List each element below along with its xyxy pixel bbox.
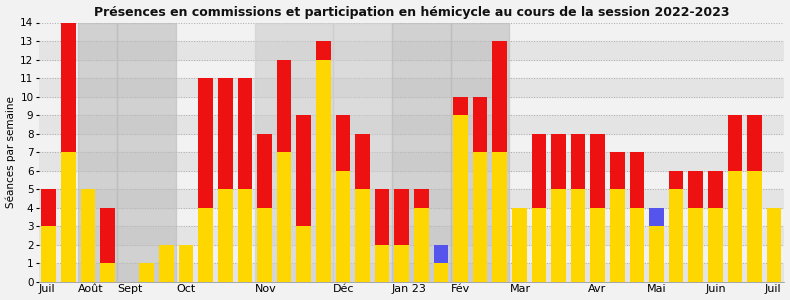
Bar xyxy=(728,115,743,171)
Bar xyxy=(472,152,487,282)
Bar xyxy=(610,189,625,282)
Bar xyxy=(472,97,487,152)
Bar xyxy=(39,41,784,59)
Bar xyxy=(356,134,370,189)
Bar xyxy=(630,208,645,282)
Bar xyxy=(453,97,468,115)
Bar xyxy=(257,208,272,282)
Bar xyxy=(590,134,605,208)
Bar xyxy=(649,208,664,226)
Bar xyxy=(492,152,507,282)
Bar xyxy=(688,208,703,282)
Bar xyxy=(728,171,743,282)
Bar xyxy=(767,208,781,282)
Bar xyxy=(42,226,56,282)
Bar xyxy=(218,78,232,189)
Bar xyxy=(42,189,56,226)
Bar xyxy=(179,244,194,282)
Bar xyxy=(39,189,784,208)
Bar xyxy=(708,171,723,208)
Bar xyxy=(532,134,546,208)
Bar xyxy=(551,134,566,189)
Bar xyxy=(669,171,683,189)
Bar xyxy=(61,22,76,152)
Bar xyxy=(374,244,389,282)
Bar xyxy=(450,22,510,282)
Bar xyxy=(336,171,350,282)
Bar xyxy=(492,41,507,152)
Title: Présences en commissions et participation en hémicycle au cours de la session 20: Présences en commissions et participatio… xyxy=(94,6,729,19)
Bar xyxy=(198,78,213,208)
Y-axis label: Séances par semaine: Séances par semaine xyxy=(6,96,16,208)
Bar xyxy=(453,115,468,282)
Bar xyxy=(512,208,527,282)
Bar xyxy=(296,226,311,282)
Bar xyxy=(39,152,784,171)
Bar xyxy=(394,189,409,244)
Bar xyxy=(374,189,389,244)
Bar xyxy=(356,189,370,282)
Bar xyxy=(570,189,585,282)
Bar xyxy=(140,263,154,282)
Bar xyxy=(218,189,232,282)
Bar xyxy=(238,78,252,189)
Bar xyxy=(414,189,429,208)
Bar xyxy=(39,226,784,244)
Bar xyxy=(434,244,448,263)
Bar xyxy=(688,171,703,208)
Bar xyxy=(708,208,723,282)
Bar xyxy=(276,59,292,152)
Bar xyxy=(198,208,213,282)
Bar xyxy=(39,115,784,134)
Bar xyxy=(747,115,762,171)
Bar xyxy=(254,22,333,282)
Bar xyxy=(39,78,784,97)
Bar xyxy=(649,226,664,282)
Bar xyxy=(747,171,762,282)
Bar xyxy=(610,152,625,189)
Bar xyxy=(118,22,176,282)
Bar xyxy=(590,208,605,282)
Bar xyxy=(669,189,683,282)
Bar xyxy=(630,152,645,208)
Bar xyxy=(100,263,115,282)
Bar xyxy=(532,208,546,282)
Bar xyxy=(39,263,784,282)
Bar xyxy=(570,134,585,189)
Bar xyxy=(276,152,292,282)
Bar xyxy=(61,152,76,282)
Bar xyxy=(392,22,450,282)
Bar xyxy=(316,41,331,59)
Bar xyxy=(333,22,392,282)
Bar xyxy=(81,189,96,282)
Bar xyxy=(238,189,252,282)
Bar xyxy=(434,263,448,282)
Bar xyxy=(394,244,409,282)
Bar xyxy=(100,208,115,263)
Bar xyxy=(551,189,566,282)
Bar xyxy=(78,22,118,282)
Bar xyxy=(414,208,429,282)
Bar xyxy=(316,59,331,282)
Bar xyxy=(336,115,350,171)
Bar xyxy=(159,244,174,282)
Bar xyxy=(257,134,272,208)
Bar xyxy=(296,115,311,226)
